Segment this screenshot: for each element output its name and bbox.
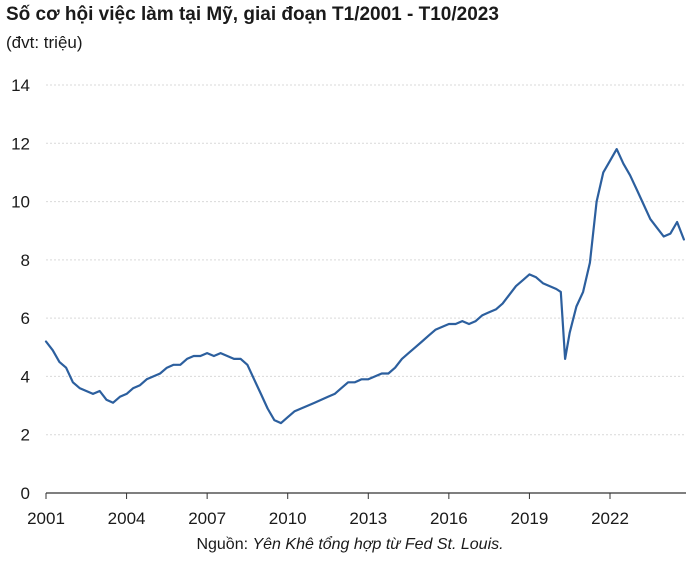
- chart-title: Số cơ hội việc làm tại Mỹ, giai đoạn T1/…: [6, 4, 499, 25]
- x-tick-label: 2013: [349, 509, 387, 528]
- y-tick-label: 12: [11, 134, 30, 153]
- series-line-0: [44, 148, 686, 425]
- y-tick-label: 6: [21, 309, 30, 328]
- x-tick-label: 2019: [511, 509, 549, 528]
- source-prefix: Nguồn:: [196, 536, 253, 553]
- x-tick-label: 2022: [591, 509, 629, 528]
- source-note: Nguồn: Yên Khê tổng hợp từ Fed St. Louis…: [0, 536, 700, 554]
- axes: 0 2 4 6 8 10 12 14 2001 2004 2007 2010 2013 2016 2019 2…: [11, 76, 686, 528]
- x-tick-label: 2016: [430, 509, 468, 528]
- x-tick-label: 2007: [188, 509, 226, 528]
- y-tick-label: 0: [21, 484, 30, 503]
- x-tick-label: 2004: [108, 509, 146, 528]
- chart-subtitle: (đvt: triệu): [6, 33, 83, 52]
- y-tick-label: 8: [21, 251, 30, 270]
- x-tick-label: 2001: [27, 509, 65, 528]
- gridlines: [46, 84, 686, 436]
- y-tick-label: 14: [11, 76, 30, 95]
- y-tick-label: 10: [11, 193, 30, 212]
- series-layer: [44, 148, 686, 425]
- y-tick-label: 4: [21, 367, 30, 386]
- source-text: Yên Khê tổng hợp từ Fed St. Louis.: [252, 536, 504, 553]
- x-tick-label: 2010: [269, 509, 307, 528]
- y-tick-label: 2: [21, 426, 30, 445]
